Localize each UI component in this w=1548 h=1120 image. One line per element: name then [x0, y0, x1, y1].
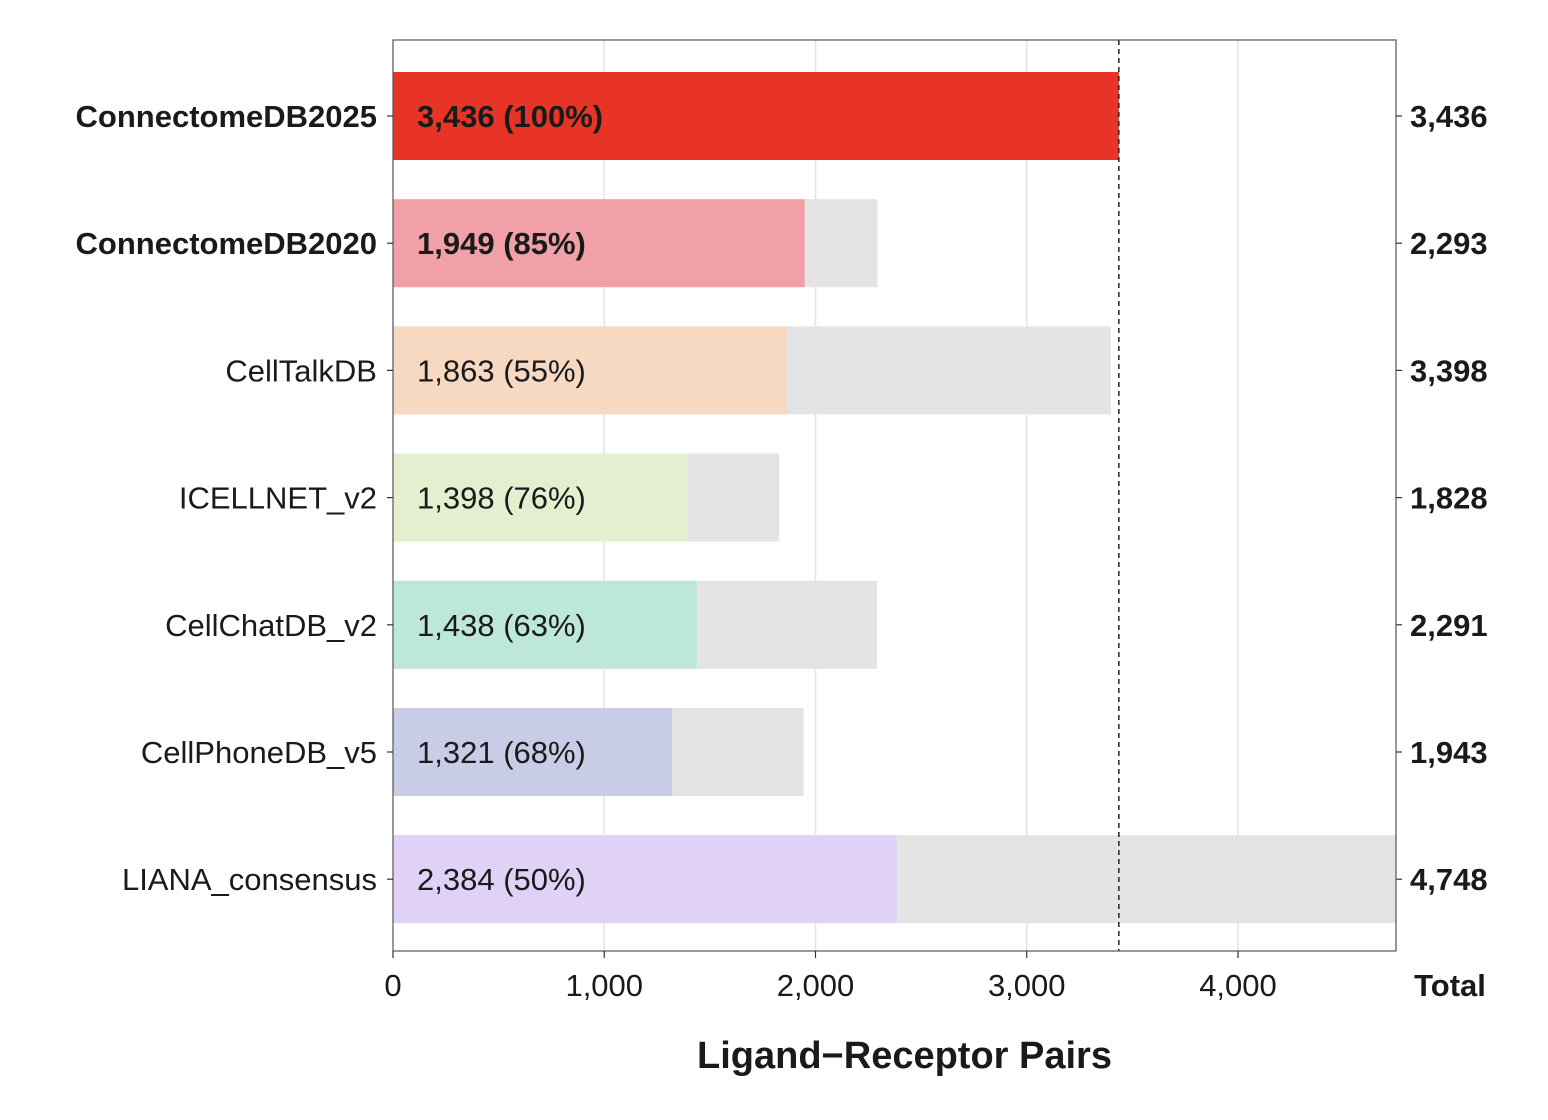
total-label: 1,828 [1410, 481, 1488, 516]
overlap-bar [393, 580, 697, 669]
bar-value-label: 2,384 (50%) [417, 862, 586, 897]
x-tick-label: 4,000 [1199, 968, 1277, 1003]
x-tick-label: 1,000 [565, 968, 643, 1003]
total-header: Total [1414, 968, 1486, 1003]
bar-value-label: 3,436 (100%) [417, 99, 603, 134]
overlap-bar [393, 835, 897, 924]
overlap-bars [393, 72, 1119, 924]
total-label: 1,943 [1410, 735, 1488, 770]
category-label: ICELLNET_v2 [179, 481, 377, 516]
category-label: CellPhoneDB_v5 [141, 735, 377, 770]
category-label: ConnectomeDB2025 [76, 99, 377, 134]
bar-value-label: 1,398 (76%) [417, 481, 586, 516]
category-label: LIANA_consensus [122, 862, 377, 897]
bar-value-label: 1,863 (55%) [417, 353, 586, 388]
overlap-bar [393, 199, 805, 288]
bar-value-label: 1,321 (68%) [417, 735, 586, 770]
total-labels: 3,436 2,293 3,398 1,828 2,291 1,943 4,748 [1396, 99, 1488, 897]
x-tick-label: 3,000 [988, 968, 1066, 1003]
x-axis-title: Ligand−Receptor Pairs [697, 1035, 1112, 1077]
total-label: 2,291 [1410, 608, 1488, 643]
overlap-bar [393, 453, 689, 542]
category-labels: ConnectomeDB2025 ConnectomeDB2020 CellTalk… [76, 99, 393, 897]
total-label: 3,398 [1410, 353, 1488, 388]
bar-value-label: 1,949 (85%) [417, 226, 586, 261]
category-label: CellChatDB_v2 [165, 608, 377, 643]
overlap-bar [393, 326, 787, 415]
category-label: CellTalkDB [225, 353, 377, 388]
x-axis-ticks: 0 1,000 2,000 3,000 4,000 [384, 951, 1277, 1003]
bar-value-label: 1,438 (63%) [417, 608, 586, 643]
total-label: 2,293 [1410, 226, 1488, 261]
plot-frame [392, 39, 1397, 952]
overlap-bar [393, 72, 1119, 160]
total-label: 3,436 [1410, 99, 1488, 134]
x-tick-label: 2,000 [777, 968, 855, 1003]
bar-value-labels: 3,436 (100%) 1,949 (85%) 1,863 (55%) 1,398 … [417, 99, 603, 897]
overlap-bar [393, 708, 673, 796]
total-label: 4,748 [1410, 862, 1488, 897]
category-label: ConnectomeDB2020 [76, 226, 377, 261]
x-tick-label: 0 [384, 968, 401, 1003]
